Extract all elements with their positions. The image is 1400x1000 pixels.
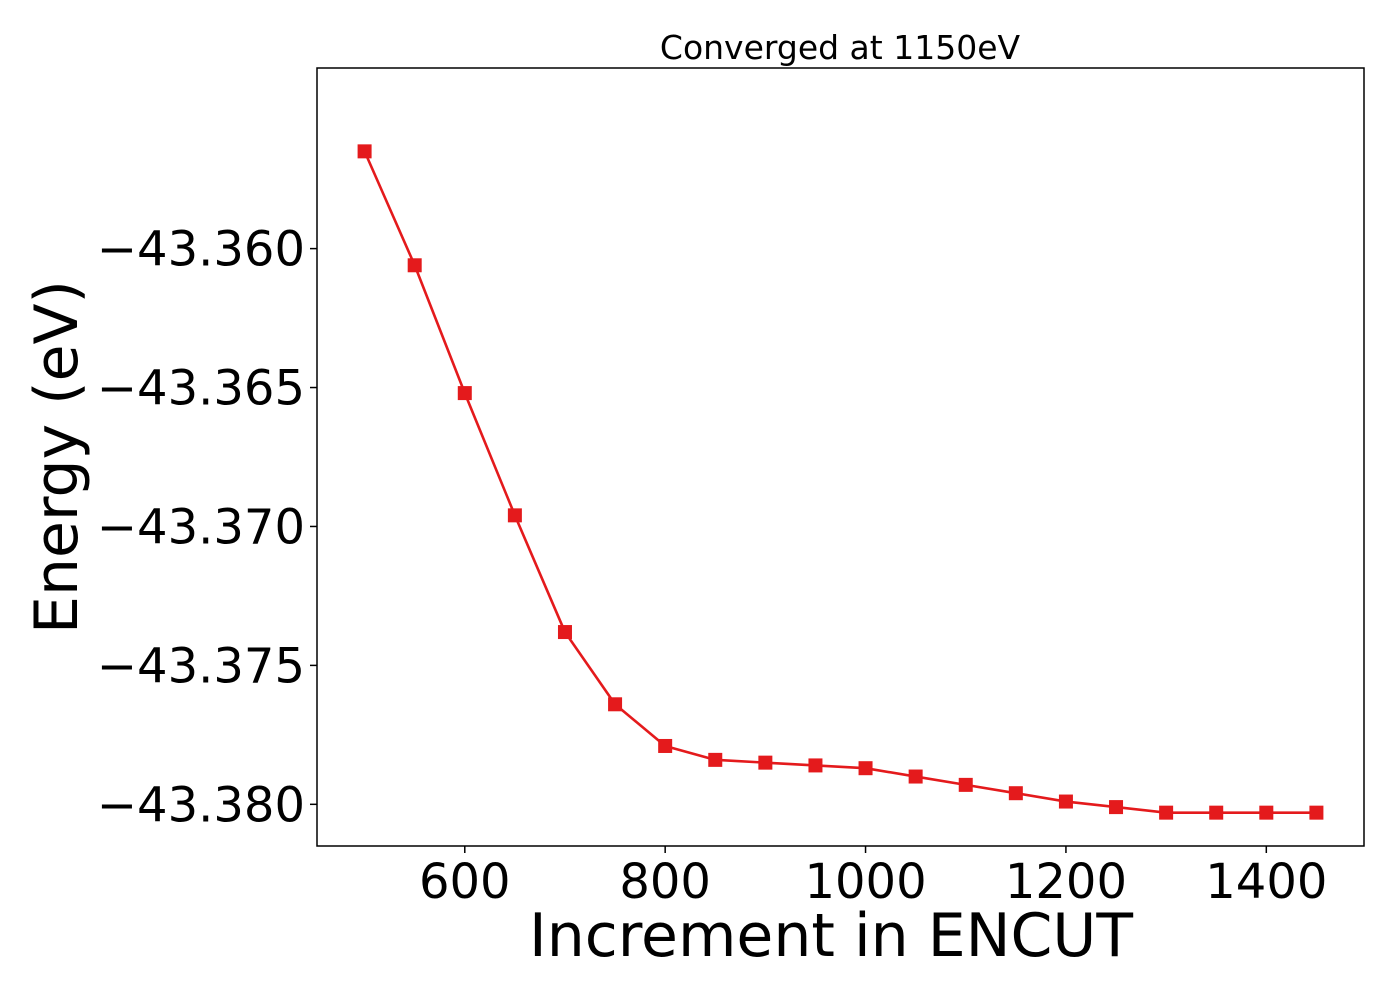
data-point	[1058, 794, 1073, 809]
data-point	[1008, 786, 1023, 801]
data-point	[608, 697, 623, 712]
x-tick-label: 1000	[804, 854, 926, 910]
axes: 600 800 1000 1200 1400 −43.360 −43.365 −43.370 −…	[97, 222, 1328, 910]
y-tick-label: −43.370	[97, 499, 305, 555]
data-point	[708, 752, 723, 767]
data-point	[808, 758, 823, 773]
data-point	[758, 755, 773, 770]
data-point	[1159, 805, 1174, 820]
x-axis-label: Increment in ENCUT	[529, 901, 1133, 971]
data-point	[407, 258, 422, 273]
data-point	[1109, 800, 1124, 815]
chart-title: Converged at 1150eV	[660, 28, 1021, 67]
tick-marks	[310, 247, 1268, 853]
data-point	[908, 769, 923, 784]
data-point	[557, 625, 572, 640]
y-tick-label: −43.360	[97, 222, 305, 278]
y-tick-label: −43.375	[97, 638, 305, 694]
y-tick-label: −43.380	[97, 777, 305, 833]
series-line	[363, 150, 1317, 814]
x-tick-label: 800	[619, 854, 711, 910]
plot-frame	[316, 67, 1365, 847]
data-point	[858, 761, 873, 776]
data-point	[1259, 805, 1274, 820]
x-tick-label: 600	[419, 854, 511, 910]
data-point	[658, 738, 673, 753]
x-tick-label: 1200	[1005, 854, 1127, 910]
y-tick-label: −43.365	[97, 361, 305, 417]
data-point	[1209, 805, 1224, 820]
data-point	[958, 777, 973, 792]
data-point	[457, 386, 472, 401]
series-layer	[357, 144, 1324, 820]
data-point	[1309, 805, 1324, 820]
x-tick-label: 1400	[1205, 854, 1327, 910]
y-axis-label: Energy (eV)	[22, 280, 92, 634]
data-point	[507, 508, 522, 523]
data-point	[357, 144, 372, 159]
